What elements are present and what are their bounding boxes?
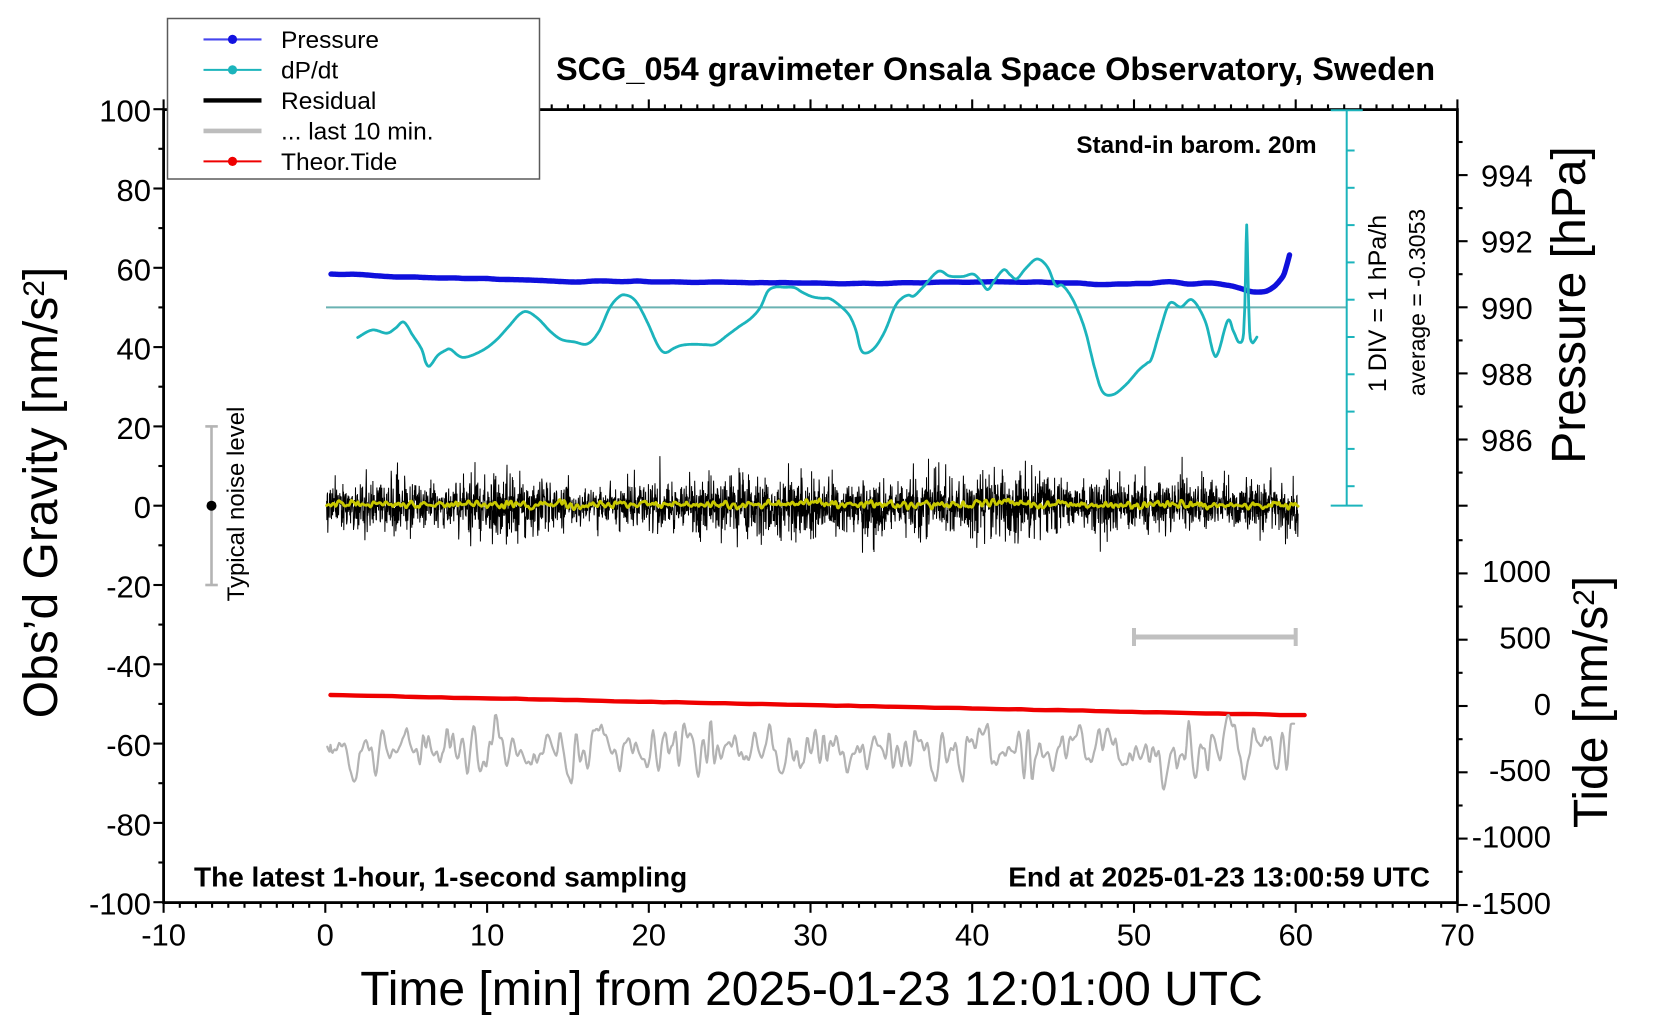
svg-text:60: 60 xyxy=(1278,917,1312,952)
svg-text:0: 0 xyxy=(1534,687,1551,722)
svg-text:-100: -100 xyxy=(89,887,151,922)
svg-text:988: 988 xyxy=(1481,357,1533,392)
svg-text:-10: -10 xyxy=(141,917,186,952)
svg-text:Tide [nm/s2]: Tide [nm/s2] xyxy=(1565,576,1618,828)
svg-text:Time [min] from 2025-01-23 12:: Time [min] from 2025-01-23 12:01:00 UTC xyxy=(360,963,1263,1016)
svg-text:40: 40 xyxy=(117,332,151,367)
svg-text:80: 80 xyxy=(117,173,151,208)
svg-text:Theor.Tide: Theor.Tide xyxy=(281,149,397,176)
svg-text:1000: 1000 xyxy=(1482,554,1551,589)
svg-text:994: 994 xyxy=(1481,159,1533,194)
svg-text:30: 30 xyxy=(793,917,827,952)
svg-text:40: 40 xyxy=(955,917,989,952)
svg-text:Pressure [hPa]: Pressure [hPa] xyxy=(1543,146,1596,463)
svg-text:20: 20 xyxy=(632,917,666,952)
svg-text:500: 500 xyxy=(1499,621,1551,656)
svg-text:60: 60 xyxy=(117,252,151,287)
svg-text:Pressure: Pressure xyxy=(281,27,379,54)
svg-text:The latest 1-hour, 1-second sa: The latest 1-hour, 1-second sampling xyxy=(194,862,687,893)
svg-text:-1000: -1000 xyxy=(1472,819,1551,854)
svg-text:SCG_054 gravimeter Onsala Spac: SCG_054 gravimeter Onsala Space Observat… xyxy=(556,51,1435,87)
svg-text:992: 992 xyxy=(1481,225,1533,260)
svg-text:Residual: Residual xyxy=(281,88,376,115)
svg-text:-40: -40 xyxy=(106,649,151,684)
svg-text:End at 2025-01-23 13:00:59 UTC: End at 2025-01-23 13:00:59 UTC xyxy=(1008,862,1430,893)
svg-text:0: 0 xyxy=(134,490,151,525)
svg-text:... last 10 min.: ... last 10 min. xyxy=(281,119,434,146)
svg-text:Stand-in barom. 20m: Stand-in barom. 20m xyxy=(1076,132,1316,159)
svg-text:Obs’d Gravity [nm/s2]: Obs’d Gravity [nm/s2] xyxy=(15,267,68,718)
svg-text:average = -0.3053: average = -0.3053 xyxy=(1404,209,1430,396)
svg-text:50: 50 xyxy=(1117,917,1151,952)
svg-text:70: 70 xyxy=(1440,917,1474,952)
svg-text:100: 100 xyxy=(99,94,151,129)
svg-text:Typical noise level: Typical noise level xyxy=(223,407,250,602)
svg-text:10: 10 xyxy=(470,917,504,952)
svg-text:986: 986 xyxy=(1481,423,1533,458)
svg-text:dP/dt: dP/dt xyxy=(281,58,338,85)
svg-text:1 DIV = 1 hPa/h: 1 DIV = 1 hPa/h xyxy=(1364,215,1392,392)
svg-text:-80: -80 xyxy=(106,807,151,842)
svg-text:990: 990 xyxy=(1481,291,1533,326)
svg-text:-20: -20 xyxy=(106,570,151,605)
svg-text:20: 20 xyxy=(117,411,151,446)
svg-text:-500: -500 xyxy=(1489,753,1551,788)
svg-text:-60: -60 xyxy=(106,728,151,763)
svg-text:0: 0 xyxy=(317,917,334,952)
svg-text:-1500: -1500 xyxy=(1472,886,1551,921)
